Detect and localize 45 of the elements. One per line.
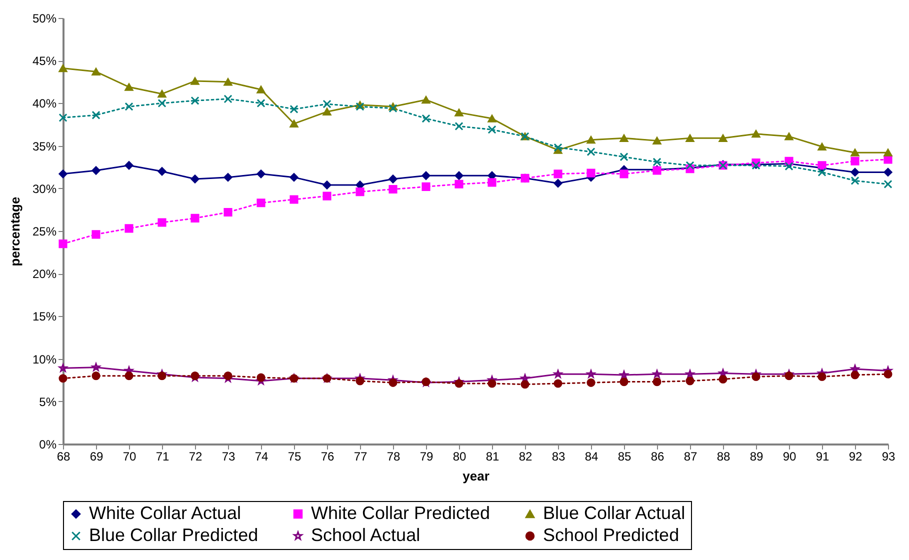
x-tick-label: 83 [552,450,566,464]
y-tick-label: 20% [32,267,57,282]
x-tick-label: 89 [750,450,764,464]
y-tick-label: 30% [32,182,57,196]
x-tick-label: 92 [848,450,862,464]
y-tick-label: 50% [32,12,57,26]
x-tick-label: 86 [650,450,664,464]
y-axis-title: percentage [7,196,22,266]
x-tick-label: 85 [618,450,632,464]
x-tick-label: 76 [320,450,334,464]
legend-label: Blue Collar Predicted [89,525,258,545]
x-tick-label: 79 [420,450,434,464]
x-tick-label: 81 [486,450,500,464]
x-tick-label: 70 [122,450,136,464]
x-tick-label: 73 [222,450,236,464]
y-tick-label: 45% [32,54,57,68]
x-tick-label: 74 [254,450,268,464]
x-tick-label: 87 [684,450,698,464]
y-tick-label: 15% [32,310,57,324]
y-tick-label: 0% [39,438,57,452]
y-tick-label: 10% [32,352,57,366]
x-tick-label: 82 [518,450,532,464]
y-tick-label: 35% [32,139,57,154]
legend-label: White Collar Predicted [311,503,490,523]
x-axis-title: year [462,468,490,484]
x-tick-label: 90 [782,450,796,464]
legend-label: White Collar Actual [89,503,242,523]
x-tick-label: 77 [354,450,368,464]
x-tick-label: 72 [188,450,202,464]
y-tick-label: 25% [32,224,57,238]
x-tick-label: 84 [584,450,598,464]
legend-label: School Actual [311,525,420,545]
x-tick-label: 78 [386,450,400,464]
y-tick-label: 5% [39,394,57,409]
x-tick-label: 68 [56,450,70,464]
x-tick-label: 93 [882,450,896,464]
legend-label: Blue Collar Actual [543,503,686,523]
x-tick-label: 69 [90,450,104,464]
x-tick-label: 71 [156,450,170,464]
x-tick-label: 80 [452,450,466,464]
x-tick-label: 75 [288,450,302,464]
legend-label: School Predicted [543,525,680,545]
y-tick-label: 40% [32,96,57,111]
x-tick-label: 88 [716,450,730,464]
x-tick-label: 91 [816,450,830,464]
